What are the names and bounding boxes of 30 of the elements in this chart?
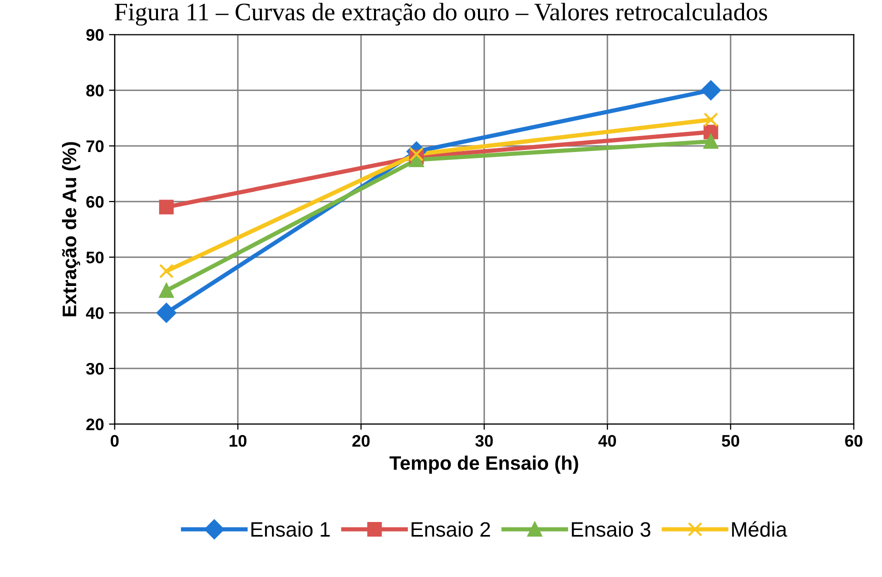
point — [159, 283, 174, 298]
legend-label: Ensaio 3 — [572, 522, 650, 537]
y-tick-label: 30 — [86, 362, 104, 375]
legend-label: Ensaio 2 — [412, 522, 490, 537]
legend-label: Média — [732, 521, 788, 537]
legend-label: Ensaio 1 — [251, 522, 330, 537]
x-axis-title: Tempo de Ensaio (h) — [390, 456, 578, 474]
x-tick-label: 60 — [845, 434, 862, 447]
x-tick-label: 40 — [598, 434, 616, 447]
x-tick-label: 0 — [110, 434, 119, 447]
point — [704, 134, 718, 149]
y-tick-label: 70 — [86, 140, 104, 152]
x-tick-label: 30 — [475, 434, 493, 447]
y-axis-title: Extração de Au (%) — [62, 142, 80, 316]
point — [704, 112, 718, 128]
x-tick-label: 50 — [722, 434, 740, 447]
point — [159, 264, 174, 278]
point — [159, 200, 174, 214]
y-tick-label: 40 — [86, 307, 104, 320]
y-tick-label: 50 — [86, 252, 104, 264]
y-tick-label: 80 — [86, 84, 104, 96]
x-tick-label: 20 — [352, 434, 370, 447]
chart-title: Figura 11 – Curvas de extração do ouro – Valores retrocalculados — [114, 2, 768, 26]
point — [409, 146, 424, 162]
x-tick-label: 10 — [230, 434, 246, 447]
point — [700, 80, 721, 100]
y-tick-label: 90 — [86, 29, 104, 41]
y-tick-label: 20 — [86, 418, 104, 430]
y-tick-label: 60 — [86, 196, 104, 208]
point — [156, 302, 176, 323]
